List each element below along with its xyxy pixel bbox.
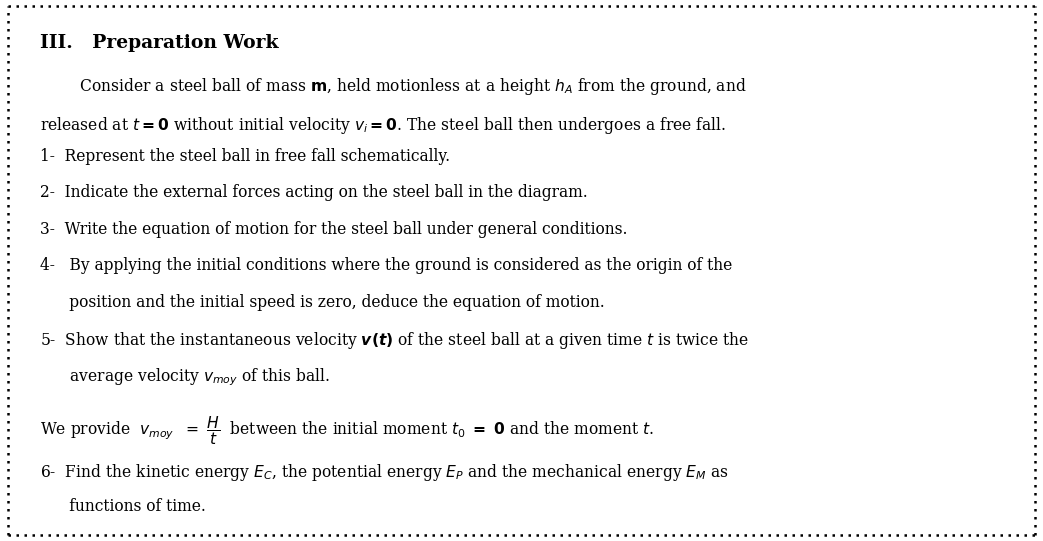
- Text: We provide  $v_{moy}$  $=$ $\dfrac{H}{t}$  between the initial moment $\boldsymb: We provide $v_{moy}$ $=$ $\dfrac{H}{t}$ …: [40, 414, 654, 447]
- Text: released at $\mathit{t}\boldsymbol{=0}$ without initial velocity $\mathit{v_i}\b: released at $\mathit{t}\boldsymbol{=0}$ …: [40, 115, 726, 136]
- Text: 2-  Indicate the external forces acting on the steel ball in the diagram.: 2- Indicate the external forces acting o…: [40, 184, 587, 201]
- Text: 1-  Represent the steel ball in free fall schematically.: 1- Represent the steel ball in free fall…: [40, 148, 450, 165]
- Text: functions of time.: functions of time.: [40, 498, 205, 516]
- Text: 5-  Show that the instantaneous velocity $\boldsymbol{v(t)}$ of the steel ball a: 5- Show that the instantaneous velocity …: [40, 330, 749, 351]
- Text: Consider a steel ball of mass $\mathbf{m}$, held motionless at a height $\boldsy: Consider a steel ball of mass $\mathbf{m…: [40, 76, 746, 97]
- Text: 6-  Find the kinetic energy $\boldsymbol{E_C}$, the potential energy $\boldsymbo: 6- Find the kinetic energy $\boldsymbol{…: [40, 462, 728, 483]
- Text: III.   Preparation Work: III. Preparation Work: [40, 34, 278, 51]
- Text: 3-  Write the equation of motion for the steel ball under general conditions.: 3- Write the equation of motion for the …: [40, 221, 627, 237]
- Text: 4-   By applying the initial conditions where the ground is considered as the or: 4- By applying the initial conditions wh…: [40, 257, 732, 274]
- Text: position and the initial speed is zero, deduce the equation of motion.: position and the initial speed is zero, …: [40, 294, 604, 311]
- Text: average velocity $\boldsymbol{v_{moy}}$ of this ball.: average velocity $\boldsymbol{v_{moy}}$ …: [40, 366, 330, 388]
